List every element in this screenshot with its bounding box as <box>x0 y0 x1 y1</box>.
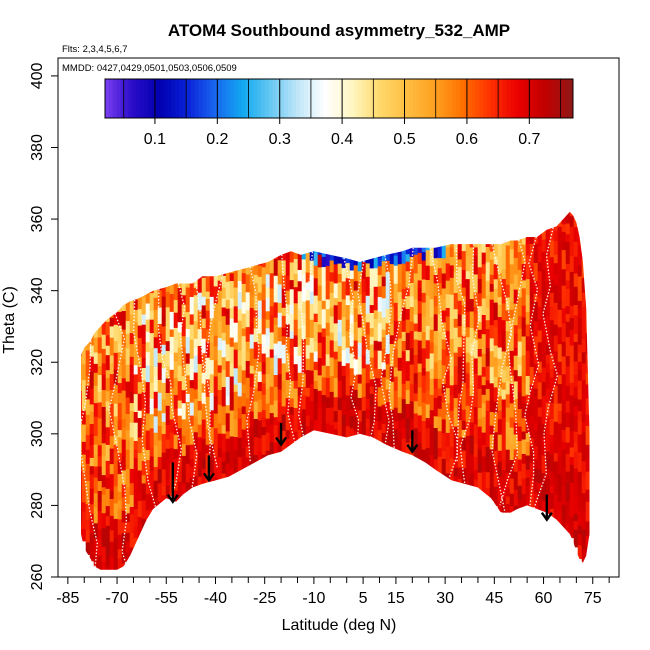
annotation-arrow-5 <box>540 494 553 522</box>
colorbar-tick-label: 0.5 <box>393 131 415 148</box>
x-axis: -85 -70 -55 -40 -25 -10 5 15 30 45 60 75 <box>56 577 610 607</box>
annotation-arrow-3 <box>275 423 288 447</box>
y-tick-label: 400 <box>29 62 46 89</box>
x-tick-label: -40 <box>204 590 227 607</box>
x-tick-label: -55 <box>155 590 178 607</box>
contour-layer <box>81 227 559 570</box>
annotation-arrow-4 <box>406 430 419 454</box>
x-tick-label: 60 <box>535 590 553 607</box>
x-tick-label: -70 <box>105 590 128 607</box>
colorbar-tick-label: 0.6 <box>456 131 478 148</box>
x-tick-label: 30 <box>436 590 454 607</box>
x-tick-label: 75 <box>584 590 602 607</box>
y-tick-label: 280 <box>29 492 46 519</box>
x-tick-label: -85 <box>56 590 79 607</box>
y-tick-label: 380 <box>29 134 46 161</box>
y-axis-label: Theta (C) <box>1 286 18 354</box>
flights-label: Flts: 2,3,4,5,6,7 <box>62 44 127 55</box>
x-tick-label: 15 <box>387 590 405 607</box>
x-tick-label: -10 <box>302 590 325 607</box>
colorbar-tick-label: 0.3 <box>269 131 291 148</box>
y-tick-label: 360 <box>29 206 46 233</box>
colorbar: 0.1 0.2 0.3 0.4 0.5 0.6 0.7 <box>104 78 574 148</box>
colorbar-tick-label: 0.4 <box>331 131 353 148</box>
heatmap-layer <box>81 211 590 570</box>
x-tick-label: -25 <box>253 590 276 607</box>
annotation-arrow-2 <box>202 455 215 483</box>
y-axis: 260 280 300 320 340 360 380 400 <box>29 62 58 590</box>
x-tick-label: 45 <box>485 590 503 607</box>
arrow-annotations <box>166 423 553 522</box>
dates-label: MMDD: 0427,0429,0501,0503,0506,0509 <box>62 63 237 74</box>
y-tick-label: 340 <box>29 277 46 304</box>
y-tick-label: 260 <box>29 564 46 591</box>
y-tick-label: 300 <box>29 420 46 447</box>
y-tick-label: 320 <box>29 349 46 376</box>
chart-title: ATOM4 Southbound asymmetry_532_AMP <box>168 21 510 40</box>
x-tick-label: 5 <box>359 590 368 607</box>
plot-frame <box>57 57 620 578</box>
annotation-arrow-1 <box>166 462 179 504</box>
x-axis-label: Latitude (deg N) <box>282 617 397 634</box>
colorbar-tick-label: 0.1 <box>144 131 166 148</box>
colorbar-tick-label: 0.7 <box>518 131 540 148</box>
colorbar-tick-label: 0.2 <box>206 131 228 148</box>
